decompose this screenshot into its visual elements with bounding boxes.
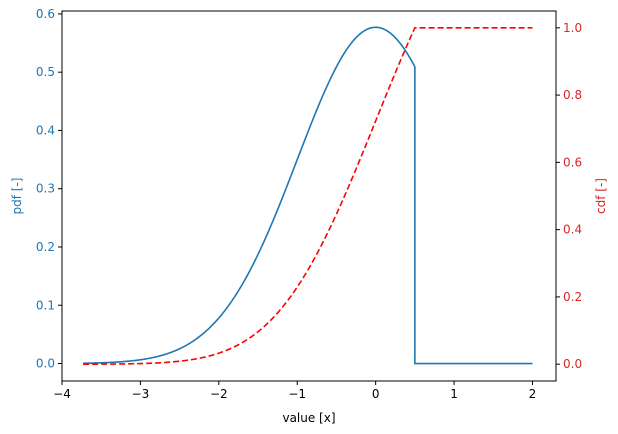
left-y-axis-label: pdf [-] — [10, 178, 24, 215]
axes-frame — [61, 10, 557, 382]
x-tick-label: −4 — [53, 387, 71, 401]
right-y-axis: 0.0 0.2 0.4 0.6 0.8 1.0 — [556, 21, 582, 371]
right-y-tick-label: 0.4 — [563, 223, 582, 237]
right-y-tick-label: 0.0 — [563, 357, 582, 371]
x-tick-label: 2 — [529, 387, 537, 401]
right-y-tick-label: 0.6 — [563, 155, 582, 169]
x-tick-label: 0 — [372, 387, 380, 401]
plot-area — [83, 26, 533, 365]
x-tick-label: −3 — [132, 387, 150, 401]
x-axis: −4 −3 −2 −1 0 1 2 — [53, 381, 536, 401]
right-y-axis-label: cdf [-] — [594, 178, 608, 214]
left-y-tick-label: 0.3 — [36, 182, 55, 196]
x-tick-label: −2 — [210, 387, 228, 401]
x-axis-label: value [x] — [282, 411, 335, 425]
left-y-tick-label: 0.2 — [36, 240, 55, 254]
right-y-tick-label: 0.8 — [563, 88, 582, 102]
right-y-tick-label: 0.2 — [563, 290, 582, 304]
x-tick-label: 1 — [450, 387, 458, 401]
left-y-tick-label: 0.5 — [36, 65, 55, 79]
right-y-tick-label: 1.0 — [563, 21, 582, 35]
left-y-tick-label: 0.6 — [36, 7, 55, 21]
pdf-line — [83, 26, 533, 365]
cdf-dashed-line — [83, 27, 533, 365]
x-tick-label: −1 — [288, 387, 306, 401]
left-y-tick-label: 0.0 — [36, 357, 55, 371]
left-y-tick-label: 0.4 — [36, 123, 55, 137]
left-y-axis: 0.0 0.1 0.2 0.3 0.4 0.5 0.6 — [36, 7, 62, 371]
left-y-tick-label: 0.1 — [36, 298, 55, 312]
